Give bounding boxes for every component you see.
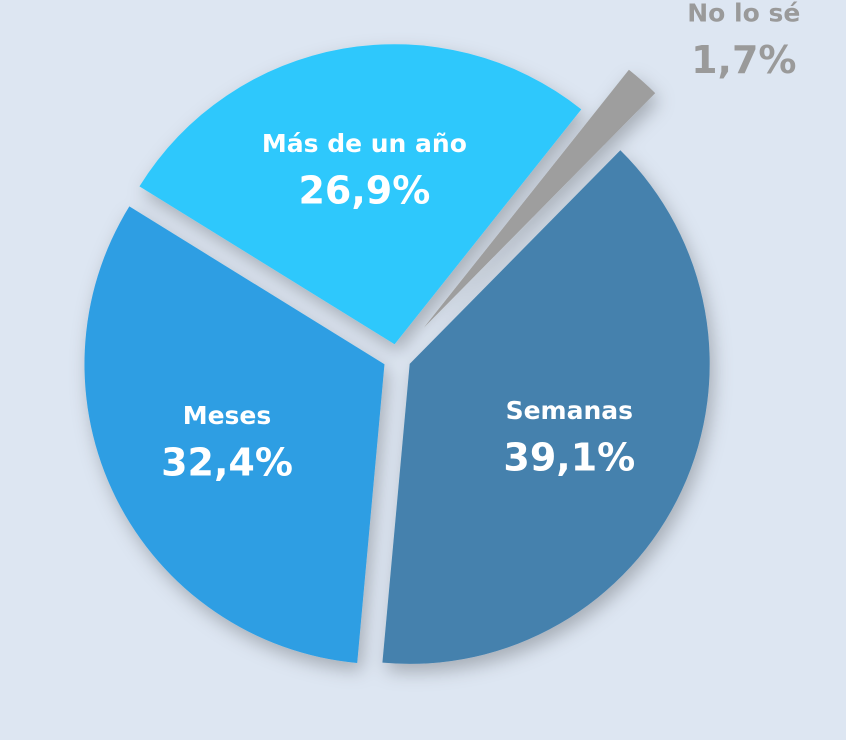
slice [84, 206, 385, 664]
slice [382, 150, 710, 664]
slice-value: 26,9% [298, 168, 430, 212]
slice-value: 1,7% [691, 38, 796, 82]
slice-name: No lo sé [687, 0, 800, 28]
labels: Semanas 39,1% Meses 32,4% Más de un año 26,9%… [161, 0, 800, 484]
slice [423, 69, 656, 329]
pie [84, 44, 710, 664]
slice-value: 39,1% [503, 436, 635, 480]
slice-value: 32,4% [161, 440, 293, 484]
slice-name: Semanas [506, 396, 633, 425]
slice [139, 44, 582, 345]
slice-name: Meses [183, 401, 272, 430]
slice-name: Más de un año [262, 129, 467, 158]
